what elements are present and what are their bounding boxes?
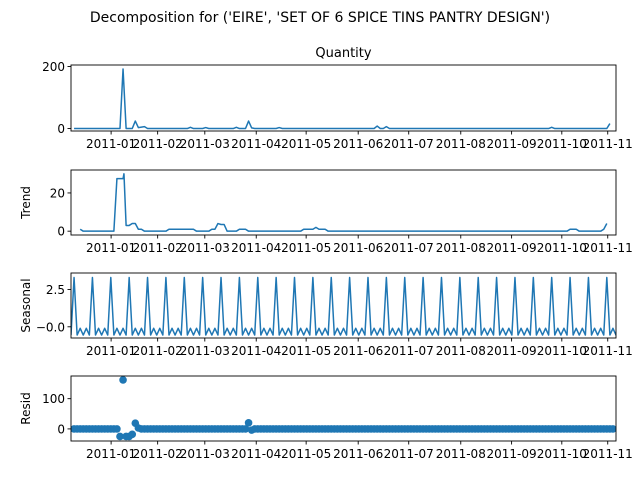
- resid-xtick-label: 2011-04: [231, 447, 281, 461]
- observed-xtick-label: 2011-10: [537, 137, 587, 151]
- resid-xtick-label: 2011-11: [583, 447, 633, 461]
- resid-xtick-label: 2011-03: [180, 447, 230, 461]
- resid-point: [113, 425, 121, 433]
- resid-point: [116, 432, 124, 441]
- seasonal-xtick-label: 2011-05: [281, 344, 331, 358]
- trend-xtick-label: 2011-06: [333, 241, 383, 255]
- observed-xtick-label: 2011-11: [583, 137, 633, 151]
- observed-ytick-label: 200: [42, 60, 65, 74]
- resid-xtick-label: 2011-09: [487, 447, 537, 461]
- observed-xtick-label: 2011-05: [281, 137, 331, 151]
- seasonal-series-line: [71, 276, 616, 336]
- resid-xtick-label: 2011-07: [384, 447, 434, 461]
- observed-xtick-label: 2011-04: [231, 137, 281, 151]
- observed-xtick-label: 2011-02: [133, 137, 183, 151]
- resid-point: [119, 376, 127, 384]
- trend-xtick-label: 2011-01: [86, 241, 136, 255]
- trend-xtick-label: 2011-05: [281, 241, 331, 255]
- observed-xtick-label: 2011-07: [384, 137, 434, 151]
- observed-xtick-label: 2011-01: [86, 137, 136, 151]
- observed-title: Quantity: [315, 46, 371, 61]
- resid-ytick-label: 100: [42, 392, 65, 406]
- trend-xtick-label: 2011-08: [436, 241, 486, 255]
- seasonal-xtick-label: 2011-03: [180, 344, 230, 358]
- trend-ytick-label: 0: [57, 225, 65, 239]
- trend-ytick-label: 20: [50, 186, 65, 200]
- trend-xtick-label: 2011-02: [133, 241, 183, 255]
- resid-plot-area: [71, 376, 616, 441]
- resid-point: [244, 419, 253, 427]
- observed-series-line: [74, 68, 611, 130]
- observed-xtick-label: 2011-08: [436, 137, 486, 151]
- resid-axes-frame: [70, 375, 617, 442]
- resid-point: [241, 425, 250, 433]
- trend-xtick-label: 2011-10: [537, 241, 587, 255]
- observed-xtick-label: 2011-06: [333, 137, 383, 151]
- seasonal-xtick-label: 2011-09: [487, 344, 537, 358]
- trend-axes-frame: [70, 169, 617, 236]
- seasonal-ytick-label: −0.0: [36, 320, 65, 334]
- seasonal-xtick-label: 2011-02: [133, 344, 183, 358]
- resid-xtick-label: 2011-02: [133, 447, 183, 461]
- seasonal-ylabel: Seasonal: [19, 278, 33, 332]
- resid-xtick-label: 2011-01: [86, 447, 136, 461]
- resid-ytick-label: 0: [57, 422, 65, 436]
- seasonal-plot-area: [71, 276, 616, 336]
- resid-ylabel: Resid: [19, 392, 33, 424]
- seasonal-xtick-label: 2011-01: [86, 344, 136, 358]
- figure-suptitle: Decomposition for ('EIRE', 'SET OF 6 SPI…: [90, 10, 550, 26]
- seasonal-xtick-label: 2011-04: [231, 344, 281, 358]
- observed-ytick-label: 0: [57, 122, 65, 136]
- resid-point: [128, 430, 137, 439]
- trend-xtick-label: 2011-11: [583, 241, 633, 255]
- trend-xtick-label: 2011-03: [180, 241, 230, 255]
- resid-xtick-label: 2011-06: [333, 447, 383, 461]
- observed-axes-frame: [70, 64, 617, 132]
- resid-xtick-label: 2011-10: [537, 447, 587, 461]
- trend-ylabel: Trend: [19, 186, 33, 220]
- seasonal-xtick-label: 2011-10: [537, 344, 587, 358]
- resid-xtick-label: 2011-05: [281, 447, 331, 461]
- seasonal-xtick-label: 2011-11: [583, 344, 633, 358]
- seasonal-axes-frame: [70, 272, 617, 339]
- resid-xtick-label: 2011-08: [436, 447, 486, 461]
- trend-xtick-label: 2011-07: [384, 241, 434, 255]
- trend-series-line: [79, 173, 608, 232]
- observed-xtick-label: 2011-09: [487, 137, 537, 151]
- seasonal-ytick-label: 2.5: [46, 283, 65, 297]
- observed-xtick-label: 2011-03: [180, 137, 230, 151]
- trend-xtick-label: 2011-09: [487, 241, 537, 255]
- resid-point: [609, 425, 616, 433]
- seasonal-xtick-label: 2011-06: [333, 344, 383, 358]
- seasonal-xtick-label: 2011-08: [436, 344, 486, 358]
- observed-plot-area: [74, 68, 611, 130]
- trend-xtick-label: 2011-04: [231, 241, 281, 255]
- seasonal-xtick-label: 2011-07: [384, 344, 434, 358]
- trend-plot-area: [79, 173, 608, 232]
